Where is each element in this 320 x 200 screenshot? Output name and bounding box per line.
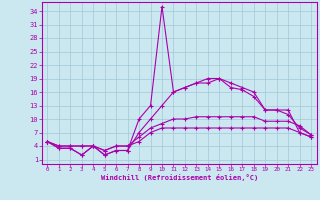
X-axis label: Windchill (Refroidissement éolien,°C): Windchill (Refroidissement éolien,°C) — [100, 174, 258, 181]
